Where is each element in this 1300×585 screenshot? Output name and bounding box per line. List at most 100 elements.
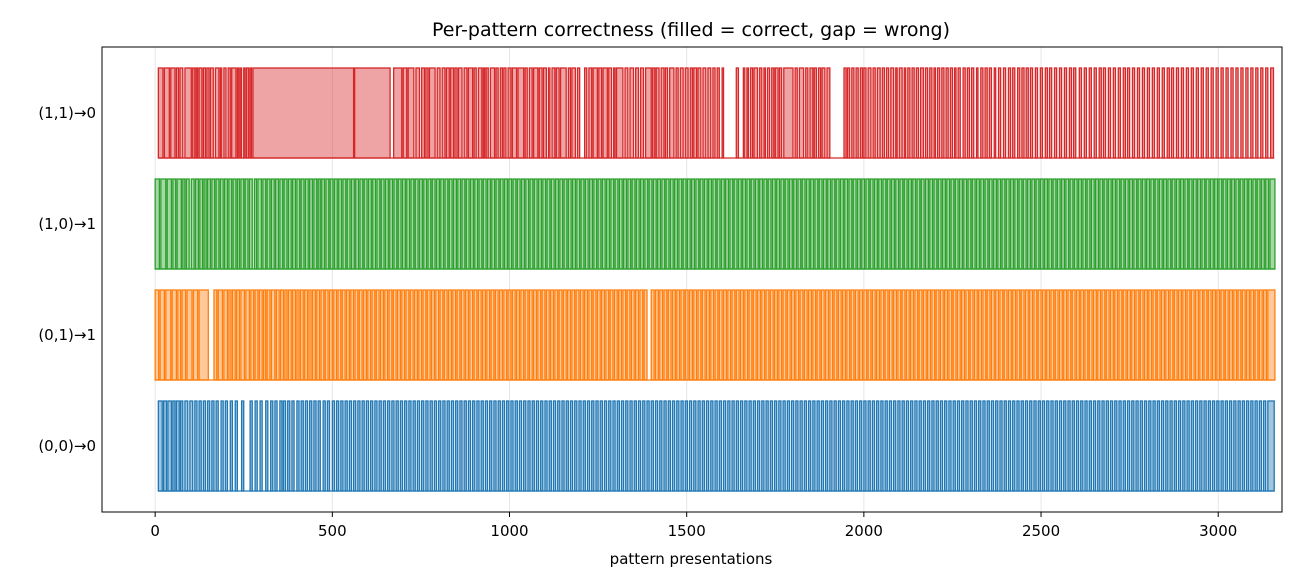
correct-run [727,400,731,492]
correct-run [774,67,779,159]
correct-run [245,289,251,381]
series-row-1 [154,178,1276,270]
correct-run [846,400,850,492]
correct-run [797,178,802,270]
y-tick-label: (0,1)→1 [38,326,96,344]
correct-run [837,400,842,492]
correct-run [665,178,670,270]
correct-run [420,67,426,159]
correct-run [157,67,164,159]
correct-run [214,67,220,159]
correct-run [279,289,285,381]
correct-run [759,178,764,270]
correct-run [300,400,304,492]
correct-run [766,67,771,159]
x-tick-label: 3000 [1199,522,1237,540]
correct-run [558,289,563,381]
correct-run [639,67,645,159]
correct-run [613,289,618,381]
correct-run [912,178,917,270]
correct-run [172,178,177,270]
correct-run [881,67,886,159]
correct-run [1200,67,1204,159]
correct-run [243,67,246,159]
correct-run [435,178,440,270]
correct-run [282,400,287,492]
correct-run [962,67,966,159]
correct-run [1231,178,1236,270]
correct-run [493,400,497,492]
correct-run [1118,400,1122,492]
correct-run [1207,400,1212,492]
correct-run [1152,400,1156,492]
correct-run [827,178,832,270]
correct-run [1250,289,1255,381]
correct-run [540,400,544,492]
correct-run [973,400,978,492]
correct-run [427,178,432,270]
correct-run [234,400,239,492]
correct-run [499,178,504,270]
correct-run [863,289,868,381]
correct-run [546,178,551,270]
correct-run [1180,67,1185,159]
correct-run [1128,178,1134,270]
correct-run [592,67,599,159]
correct-run [1016,400,1020,492]
correct-run [1243,178,1248,270]
correct-run [1216,400,1220,492]
correct-run [1228,289,1234,381]
correct-run [858,289,864,381]
correct-run [544,400,548,492]
correct-run [1211,400,1216,492]
correct-run [482,67,486,159]
correct-run [442,400,446,492]
correct-run [485,67,489,159]
correct-run [588,178,594,270]
correct-run [1139,400,1144,492]
correct-run [517,67,525,159]
correct-run [699,178,704,270]
correct-run [605,178,611,270]
correct-run [1109,289,1114,381]
correct-run [1052,178,1057,270]
correct-run [1021,67,1025,159]
correct-run [365,400,370,492]
correct-run [1233,289,1238,381]
correct-run [179,67,184,159]
correct-run [1205,178,1210,270]
correct-run [929,178,934,270]
correct-run [1146,67,1151,159]
correct-run [1148,400,1152,492]
correct-run [459,400,463,492]
correct-run [446,400,450,492]
correct-run [805,178,810,270]
correct-run [565,400,569,492]
correct-run [296,289,300,381]
correct-run [744,400,748,492]
correct-run [1205,67,1209,159]
correct-run [1003,289,1008,381]
correct-run [1060,178,1066,270]
correct-run [793,178,798,270]
x-tick-label: 1000 [490,522,528,540]
correct-run [507,67,512,159]
correct-run [1245,400,1250,492]
correct-run [525,178,530,270]
correct-run [897,289,902,381]
correct-run [160,178,167,270]
correct-run [892,400,897,492]
correct-run [333,178,338,270]
correct-run [848,178,853,270]
correct-run [1092,289,1097,381]
correct-run [384,178,389,270]
series-rows [154,67,1276,492]
correct-run [472,400,476,492]
correct-run [335,400,340,492]
correct-run [412,400,416,492]
correct-run [1037,289,1042,381]
correct-run [1088,400,1093,492]
correct-run [675,67,679,159]
correct-run [678,178,683,270]
correct-run [532,67,539,159]
